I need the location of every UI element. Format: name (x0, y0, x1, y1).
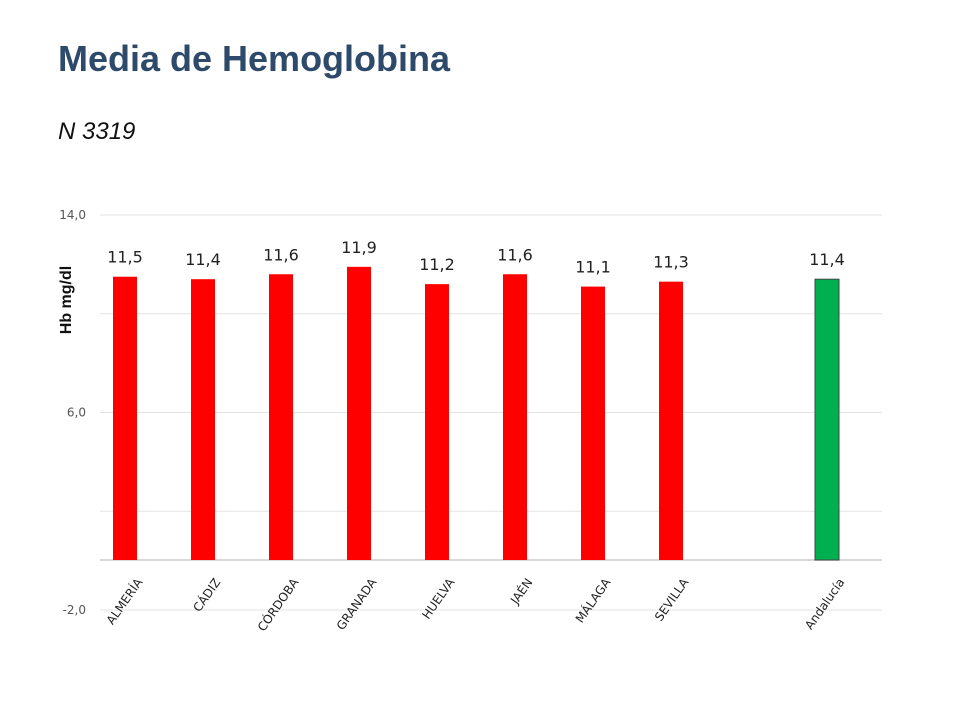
data-label: 11,4 (809, 250, 845, 269)
bar-granada (347, 266, 371, 560)
category-label: Andalucía (802, 576, 847, 632)
category-label: CÓRDOBA (254, 574, 302, 633)
category-label: JAÉN (506, 575, 535, 607)
bar-almería (113, 276, 137, 560)
data-label: 11,2 (419, 255, 455, 274)
category-label: CÁDIZ (190, 575, 224, 614)
category-label: ALMERÍA (103, 574, 146, 627)
bar-málaga (581, 286, 605, 560)
data-label: 11,5 (107, 248, 143, 267)
bar-jaén (503, 274, 527, 560)
y-tick-label: 14,0 (59, 208, 86, 222)
bar-córdoba (269, 274, 293, 560)
category-label: GRANADA (334, 575, 380, 633)
sample-size-subtitle: N 3319 (58, 118, 136, 145)
page-title: Media de Hemoglobina (58, 38, 451, 79)
data-label: 11,6 (263, 245, 299, 264)
y-tick-label: -2,0 (63, 603, 86, 617)
bar-andalucía (814, 278, 840, 561)
y-tick-label: 6,0 (67, 406, 86, 420)
category-label: HUELVA (419, 575, 458, 622)
data-label: 11,4 (185, 250, 221, 269)
bar-cádiz (191, 279, 215, 560)
category-label: MÁLAGA (572, 574, 614, 625)
data-label: 11,3 (653, 253, 689, 272)
data-label: 11,9 (341, 238, 377, 257)
bar-sevilla (659, 281, 683, 560)
data-label: 11,1 (575, 258, 611, 277)
y-axis-label: Hb mg/dl (58, 266, 75, 334)
data-label: 11,6 (497, 245, 533, 264)
bar-huelva (425, 284, 449, 560)
category-label: SEVILLA (652, 575, 692, 624)
